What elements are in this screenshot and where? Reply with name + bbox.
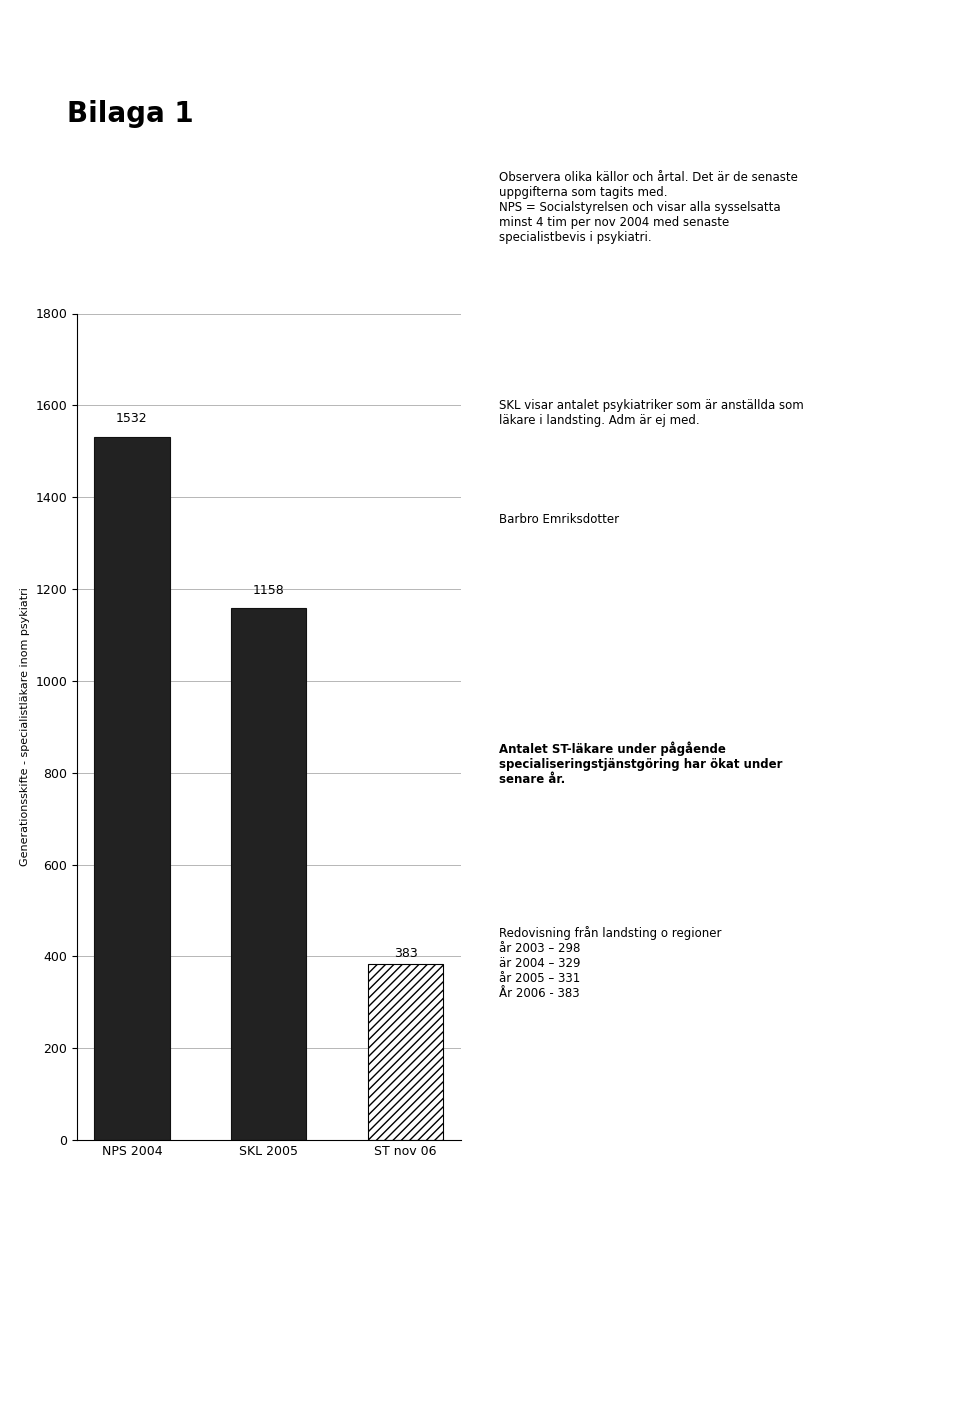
Text: 1158: 1158 [252,584,285,597]
Text: Antalet ST-läkare under pågående
specialiseringstjänstgöring har ökat under
sena: Antalet ST-läkare under pågående special… [499,741,782,785]
Text: Redovisning från landsting o regioner
år 2003 – 298
är 2004 – 329
år 2005 – 331
: Redovisning från landsting o regioner år… [499,926,722,1000]
Text: Observera olika källor och årtal. Det är de senaste
uppgifterna som tagits med.
: Observera olika källor och årtal. Det är… [499,171,798,244]
Y-axis label: Generationsskifte - specialistläkare inom psykiatri: Generationsskifte - specialistläkare ino… [19,587,30,866]
Bar [231,608,306,1140]
Text: Barbro Emriksdotter: Barbro Emriksdotter [499,513,619,526]
Text: Bilaga 1: Bilaga 1 [67,100,194,128]
Text: 1532: 1532 [116,412,148,425]
Bar [94,436,170,1140]
Bar [368,965,444,1140]
Text: SKL visar antalet psykiatriker som är anställda som
läkare i landsting. Adm är e: SKL visar antalet psykiatriker som är an… [499,399,804,428]
Text: 383: 383 [394,946,418,959]
